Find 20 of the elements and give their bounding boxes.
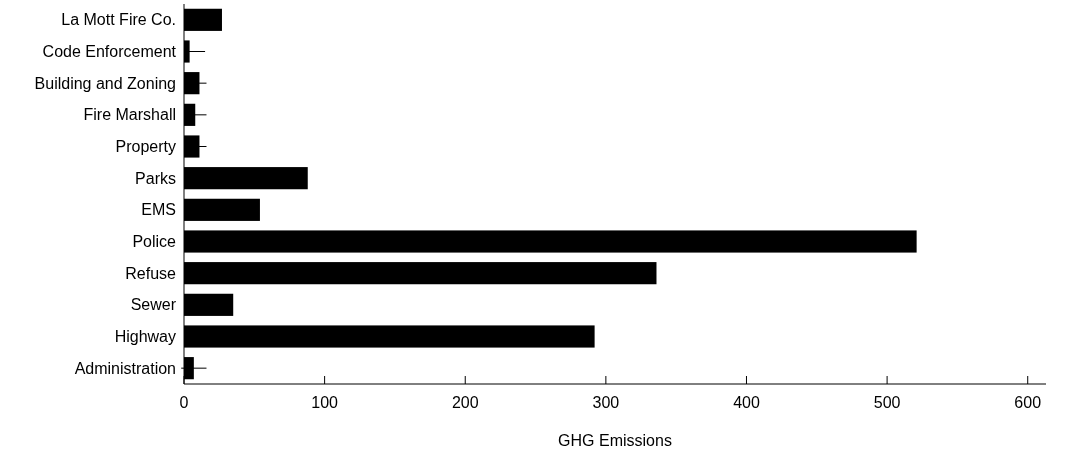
x-tick-label: 400	[733, 394, 760, 411]
y-tick-label: Building and Zoning	[34, 74, 176, 92]
y-tick-label: Highway	[114, 328, 176, 346]
y-tick-label: Sewer	[130, 296, 177, 314]
x-tick-label: 500	[873, 394, 901, 411]
y-tick-label: EMS	[141, 201, 176, 219]
x-tick-label: 100	[311, 394, 339, 411]
y-tick-label: Parks	[135, 169, 176, 187]
y-tick-label: Code Enforcement	[42, 43, 177, 61]
y-tick-label: Administration	[74, 359, 176, 377]
y-tick-label: Refuse	[125, 264, 177, 282]
y-tick-label: Police	[132, 233, 177, 251]
y-tick-label: Property	[115, 138, 176, 156]
y-tick-label: La Mott Fire Co.	[61, 11, 176, 29]
x-tick-label: 300	[592, 394, 620, 411]
x-tick-label: 0	[179, 394, 189, 411]
x-axis-title: GHG Emissions	[558, 432, 672, 449]
y-tick-label: Fire Marshall	[83, 106, 176, 124]
x-tick-label: 200	[451, 394, 479, 411]
x-tick-label: 600	[1014, 394, 1042, 411]
